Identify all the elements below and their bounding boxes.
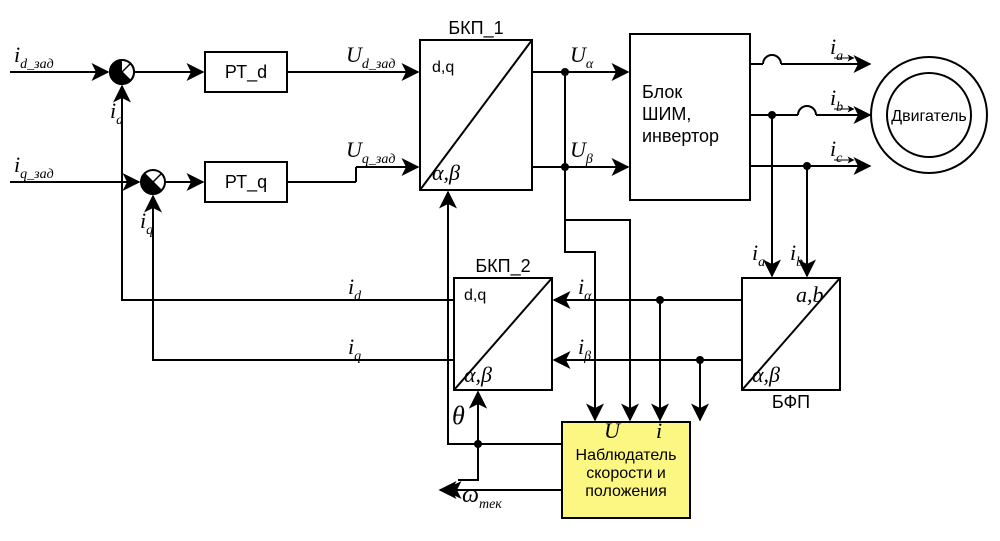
svg-text:РТ_q: РТ_q [225,172,267,193]
svg-text:id_зад: id_зад [14,42,54,72]
svg-text:ШИМ,: ШИМ, [642,104,691,124]
svg-text:α,β: α,β [752,362,780,387]
bkp2-block: БКП_2 d,q α,β [454,256,552,390]
svg-text:скорости и: скорости и [586,465,666,482]
svg-text:Uq_зад: Uq_зад [346,137,395,167]
bkp1-block: БКП_1 d,q α,β [420,18,532,190]
rt-d-block: РТ_d [205,52,287,92]
svg-text:РТ_d: РТ_d [225,62,267,83]
svg-text:Uβ: Uβ [570,137,593,167]
svg-text:ωтек: ωтек [462,482,502,512]
svg-text:U: U [604,418,622,443]
svg-text:α,β: α,β [464,362,492,387]
svg-text:ib: ib [830,85,843,115]
pwm-block: Блок ШИМ, инвертор [630,34,750,200]
sum-d-over [110,60,134,84]
motor-block: Двигатель [871,57,987,173]
control-diagram: РТ_d РТ_q БКП_1 d,q α,β Блок ШИМ, инверт… [0,0,1000,541]
svg-text:iq: iq [140,208,153,238]
svg-text:Двигатель: Двигатель [891,108,967,125]
svg-text:iq_зад: iq_зад [14,152,54,182]
svg-text:Наблюдатель: Наблюдатель [576,447,677,464]
svg-text:БКП_1: БКП_1 [448,18,503,39]
svg-text:БФП: БФП [772,392,810,412]
svg-text:Блок: Блок [642,82,682,102]
observer-block: Наблюдатель скорости и положения U i [562,418,690,518]
rt-q-block: РТ_q [205,162,287,202]
svg-text:i: i [656,418,662,443]
svg-text:α,β: α,β [432,160,460,185]
svg-text:положения: положения [585,483,666,500]
svg-text:БКП_2: БКП_2 [475,256,530,277]
svg-text:ia: ia [830,34,843,64]
svg-text:ic: ic [830,136,843,166]
svg-text:ib: ib [790,240,803,270]
svg-text:a,b: a,b [796,282,824,307]
svg-text:d,q: d,q [464,287,486,304]
svg-text:Uα: Uα [570,42,594,72]
svg-text:Ud_зад: Ud_зад [346,42,395,72]
svg-text:d,q: d,q [432,59,454,76]
bfp-block: БФП a,b α,β [742,278,840,412]
svg-text:инвертор: инвертор [642,126,719,146]
svg-text:θ: θ [452,401,465,430]
sum-q [141,170,165,194]
svg-text:ia: ia [752,240,765,270]
